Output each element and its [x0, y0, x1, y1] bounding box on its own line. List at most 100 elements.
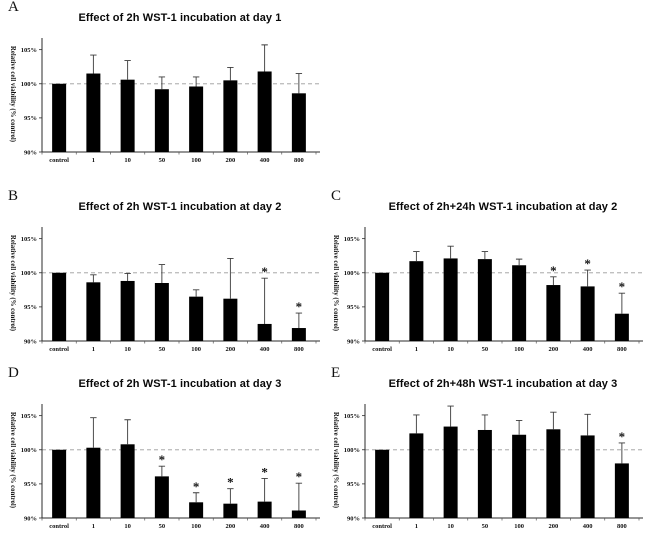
error-bar-800	[295, 312, 303, 329]
x-label-control: control	[49, 157, 69, 164]
chart-title-a: Effect of 2h WST-1 incubation at day 1	[78, 12, 282, 24]
bar-400	[257, 71, 272, 152]
error-bar-10	[124, 419, 131, 445]
x-label-1: 1	[415, 523, 418, 530]
bar-800	[291, 93, 306, 152]
error-bar-50	[158, 264, 166, 283]
error-bar-100	[192, 492, 200, 503]
panel-letter-d: D	[8, 365, 19, 381]
bar-1	[409, 433, 424, 518]
error-bar-1	[90, 417, 97, 448]
error-bar-200	[550, 276, 557, 286]
x-label-control: control	[49, 346, 69, 353]
chart-plot-B: 90% 95% 100% 105% Relative cell viability (%…	[9, 227, 321, 353]
x-label-200: 200	[226, 523, 236, 530]
y-tick-label-90: 90%	[347, 338, 360, 345]
y-axis-title: Relative cell viability (% control)	[9, 46, 16, 142]
x-label-400: 400	[583, 346, 593, 353]
bar-200	[223, 80, 238, 152]
x-label-200: 200	[226, 346, 236, 353]
error-bar-200	[550, 411, 557, 430]
error-bar-400	[261, 477, 268, 502]
bar-10	[443, 426, 458, 518]
bar-10	[120, 79, 135, 152]
error-bar-800	[618, 442, 626, 464]
x-label-200: 200	[549, 346, 559, 353]
bar-1	[86, 282, 101, 341]
y-tick-label-100: 100%	[21, 447, 37, 454]
x-label-50: 50	[482, 523, 489, 530]
significance-400: *	[584, 256, 591, 271]
significance-800: *	[296, 299, 303, 314]
x-label-10: 10	[124, 523, 131, 530]
bar-100	[189, 86, 204, 152]
panel-a: A Effect of 2h WST-1 incubation at day 1…	[0, 0, 330, 179]
x-label-10: 10	[124, 157, 131, 164]
bar-800	[614, 463, 629, 518]
error-bar-10	[447, 245, 454, 259]
y-tick-label-95: 95%	[24, 304, 37, 311]
y-tick-label-100: 100%	[21, 81, 37, 88]
x-label-100: 100	[191, 523, 201, 530]
error-bar-10	[124, 60, 131, 80]
x-label-200: 200	[549, 523, 559, 530]
bar-200	[223, 503, 238, 518]
x-label-1: 1	[415, 346, 418, 353]
y-tick-label-90: 90%	[24, 338, 37, 345]
y-axis-title: Relative cell viability (% control)	[9, 412, 16, 508]
error-bar-100	[192, 76, 200, 87]
chart-canvas-a: 90% 95% 100% 105% Relative cell viability (%…	[0, 0, 330, 179]
x-label-10: 10	[447, 346, 454, 353]
x-label-400: 400	[260, 157, 270, 164]
panel-c: C Effect of 2h+24h WST-1 incubation at d…	[323, 188, 653, 368]
chart-title-e: Effect of 2h+48h WST-1 incubation at day…	[388, 378, 618, 390]
y-tick-label-105: 105%	[344, 236, 360, 243]
error-bar-1	[90, 274, 97, 283]
y-tick-label-95: 95%	[347, 481, 360, 488]
chart-plot-C: 90% 95% 100% 105% Relative cell viability (%…	[332, 227, 644, 353]
bar-control	[52, 83, 67, 152]
bar-800	[614, 313, 629, 341]
error-bar-200	[227, 257, 234, 299]
x-label-400: 400	[260, 346, 270, 353]
error-bar-800	[295, 73, 303, 94]
x-label-100: 100	[514, 523, 524, 530]
bar-50	[477, 259, 492, 341]
bar-200	[546, 285, 561, 341]
bar-10	[120, 280, 135, 341]
bar-1	[86, 447, 101, 518]
error-bar-50	[158, 76, 166, 90]
x-label-800: 800	[294, 523, 304, 530]
y-tick-label-90: 90%	[24, 515, 37, 522]
error-bar-200	[227, 66, 234, 81]
bar-400	[257, 501, 272, 518]
error-bar-50	[481, 414, 489, 430]
error-bar-800	[618, 292, 626, 314]
y-axis-title: Relative cell viability (% control)	[9, 235, 16, 331]
x-label-1: 1	[92, 523, 95, 530]
bar-50	[477, 429, 492, 518]
x-label-50: 50	[482, 346, 489, 353]
x-label-1: 1	[92, 157, 95, 164]
bar-control	[52, 449, 67, 518]
bar-control	[375, 272, 390, 341]
significance-400: *	[261, 264, 268, 279]
panel-letter-e: E	[331, 365, 341, 381]
x-label-800: 800	[294, 157, 304, 164]
y-axis-title: Relative cell viability (% control)	[332, 235, 339, 331]
chart-title-b: Effect of 2h WST-1 incubation at day 2	[78, 201, 282, 213]
x-label-control: control	[372, 346, 392, 353]
bar-800	[291, 510, 306, 518]
error-bar-400	[584, 269, 591, 287]
error-bar-1	[90, 54, 97, 74]
bar-400	[580, 286, 595, 341]
error-bar-400	[261, 44, 268, 72]
y-tick-label-95: 95%	[24, 115, 37, 122]
chart-canvas-c: 90% 95% 100% 105% Relative cell viability (%…	[323, 189, 653, 368]
chart-plot-E: 90% 95% 100% 105% Relative cell viability (%…	[332, 404, 644, 530]
y-tick-label-100: 100%	[344, 270, 360, 277]
y-tick-label-105: 105%	[344, 413, 360, 420]
significance-100: *	[193, 479, 200, 494]
y-axis-title: Relative cell viability (% control)	[332, 412, 339, 508]
